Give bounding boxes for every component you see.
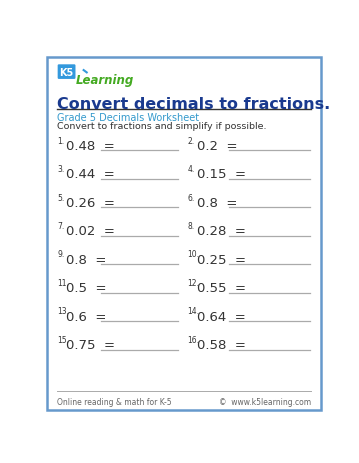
Text: 0.02  =: 0.02 = [66, 225, 115, 238]
Text: 0.15  =: 0.15 = [197, 168, 246, 181]
Text: Convert to fractions and simplify if possible.: Convert to fractions and simplify if pos… [57, 122, 267, 131]
Text: 9.: 9. [57, 250, 65, 259]
Text: 0.48  =: 0.48 = [66, 139, 115, 152]
Text: 12.: 12. [187, 278, 199, 288]
Text: 0.25  =: 0.25 = [197, 253, 246, 266]
Text: 2.: 2. [187, 136, 195, 145]
Text: 6.: 6. [187, 193, 195, 202]
Text: 11.: 11. [57, 278, 69, 288]
Text: 1.: 1. [57, 136, 64, 145]
Text: 0.26  =: 0.26 = [66, 196, 115, 209]
FancyBboxPatch shape [47, 58, 321, 410]
Text: 0.58  =: 0.58 = [197, 338, 246, 351]
Text: 13.: 13. [57, 307, 69, 316]
Text: 0.2  =: 0.2 = [197, 139, 237, 152]
Text: 5.: 5. [57, 193, 65, 202]
Text: 7.: 7. [57, 221, 65, 231]
Text: 14.: 14. [187, 307, 200, 316]
Text: 0.8  =: 0.8 = [197, 196, 237, 209]
Text: 0.64  =: 0.64 = [197, 310, 246, 323]
Text: 0.5  =: 0.5 = [66, 282, 106, 294]
Text: 0.75  =: 0.75 = [66, 338, 115, 351]
Text: 10.: 10. [187, 250, 200, 259]
Text: 4.: 4. [187, 165, 195, 174]
Text: K5: K5 [60, 68, 74, 77]
Text: 8.: 8. [187, 221, 195, 231]
Text: Convert decimals to fractions.: Convert decimals to fractions. [57, 97, 331, 112]
Text: Learning: Learning [76, 74, 134, 87]
Text: 0.6  =: 0.6 = [66, 310, 106, 323]
Text: 16.: 16. [187, 335, 200, 344]
Text: 0.44  =: 0.44 = [66, 168, 115, 181]
Text: 0.55  =: 0.55 = [197, 282, 246, 294]
FancyBboxPatch shape [58, 65, 75, 80]
Text: ©  www.k5learning.com: © www.k5learning.com [219, 397, 311, 407]
Text: Online reading & math for K-5: Online reading & math for K-5 [57, 397, 172, 407]
Text: 0.8  =: 0.8 = [66, 253, 106, 266]
Text: 0.28  =: 0.28 = [197, 225, 246, 238]
Text: 3.: 3. [57, 165, 65, 174]
Text: Grade 5 Decimals Worksheet: Grade 5 Decimals Worksheet [57, 113, 199, 123]
Text: 15.: 15. [57, 335, 69, 344]
